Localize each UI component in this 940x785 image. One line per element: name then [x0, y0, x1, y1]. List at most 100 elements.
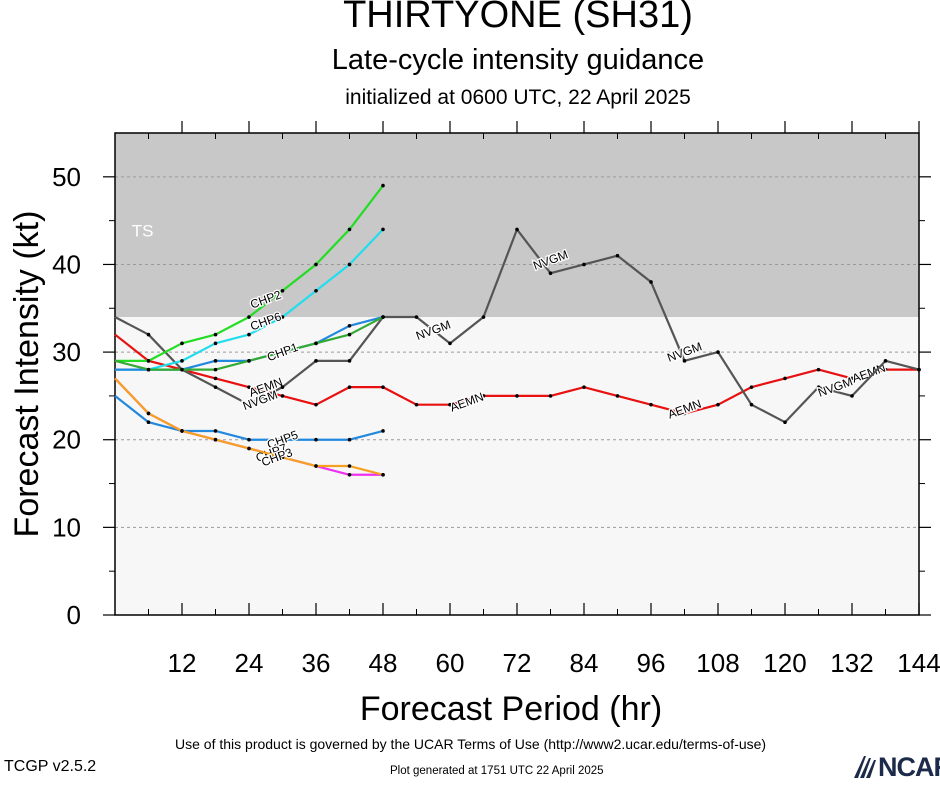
- data-point: [347, 385, 352, 389]
- x-tick-label: 48: [369, 648, 398, 678]
- intensity-band: [115, 133, 919, 318]
- data-point: [280, 288, 285, 293]
- data-point: [548, 271, 553, 276]
- data-point: [247, 446, 251, 451]
- x-tick-label: 72: [503, 648, 532, 678]
- data-point: [682, 411, 687, 416]
- data-point: [146, 332, 151, 337]
- x-tick-label: 36: [302, 648, 331, 678]
- data-point: [314, 464, 318, 468]
- data-point: [448, 402, 452, 407]
- data-point: [314, 402, 318, 407]
- data-point: [213, 437, 218, 442]
- x-tick-label: 120: [763, 648, 806, 678]
- data-point: [783, 376, 787, 381]
- data-point: [247, 315, 251, 319]
- data-point: [213, 341, 218, 346]
- x-tick-label: 96: [637, 648, 666, 678]
- data-point: [347, 472, 352, 477]
- data-point: [314, 359, 318, 363]
- data-point: [582, 385, 586, 389]
- ncar-logo-text: NCAR: [878, 752, 940, 782]
- data-point: [314, 341, 318, 346]
- y-tick-label: 20: [52, 425, 81, 455]
- data-point: [649, 402, 653, 407]
- data-point: [213, 359, 218, 363]
- data-point: [649, 280, 653, 284]
- data-point: [816, 385, 821, 389]
- data-point: [716, 402, 720, 407]
- data-point: [280, 455, 285, 460]
- x-tick-label: 24: [235, 648, 264, 678]
- data-point: [146, 411, 151, 416]
- data-point: [548, 394, 553, 398]
- data-point: [381, 183, 385, 188]
- data-point: [180, 429, 184, 433]
- data-point: [180, 367, 184, 372]
- data-point: [414, 315, 419, 319]
- version-label: TCGP v2.5.2: [4, 758, 97, 775]
- data-point: [280, 315, 285, 319]
- data-point: [615, 253, 620, 258]
- x-tick-label: 84: [570, 648, 599, 678]
- ncar-logo-icon: [854, 756, 876, 778]
- data-point: [314, 262, 318, 267]
- y-tick-label: 50: [52, 162, 81, 192]
- chart-subtitle: Late-cycle intensity guidance: [331, 44, 705, 76]
- band-label: TS: [132, 221, 154, 240]
- data-point: [247, 332, 251, 337]
- data-point: [682, 359, 687, 363]
- data-point: [213, 429, 218, 433]
- data-point: [850, 394, 854, 398]
- data-point: [381, 472, 385, 477]
- data-point: [247, 437, 251, 442]
- data-point: [381, 429, 385, 433]
- x-tick-label: 108: [696, 648, 739, 678]
- x-tick-label: 132: [830, 648, 873, 678]
- data-point: [146, 420, 151, 425]
- data-point: [280, 437, 285, 442]
- data-point: [213, 385, 218, 389]
- data-point: [180, 359, 184, 363]
- data-point: [381, 385, 385, 389]
- data-point: [213, 332, 218, 337]
- x-axis-label: Forecast Period (hr): [360, 690, 662, 728]
- y-tick-label: 30: [52, 337, 81, 367]
- data-point: [381, 315, 385, 319]
- data-point: [347, 437, 352, 442]
- data-point: [481, 394, 486, 398]
- y-axis-label: Forecast Intensity (kt): [8, 211, 46, 538]
- data-point: [280, 350, 285, 354]
- data-point: [213, 376, 218, 381]
- data-point: [314, 288, 318, 293]
- data-point: [280, 385, 285, 389]
- data-point: [347, 227, 352, 232]
- data-point: [749, 385, 754, 389]
- data-point: [146, 359, 151, 363]
- terms-of-use: Use of this product is governed by the U…: [175, 736, 767, 752]
- chart-title: THIRTYONE (SH31): [343, 0, 693, 36]
- data-point: [615, 394, 620, 398]
- data-point: [783, 420, 787, 425]
- x-tick-label: 12: [168, 648, 197, 678]
- data-point: [414, 402, 419, 407]
- generated-timestamp: Plot generated at 1751 UTC 22 April 2025: [390, 765, 604, 777]
- y-tick-label: 0: [67, 600, 81, 630]
- data-point: [515, 227, 519, 232]
- data-point: [247, 359, 251, 363]
- data-point: [247, 402, 251, 407]
- data-point: [749, 402, 754, 407]
- intensity-band: [115, 317, 919, 615]
- data-point: [347, 324, 352, 328]
- data-point: [850, 376, 854, 381]
- data-point: [381, 227, 385, 232]
- data-point: [180, 341, 184, 346]
- data-point: [448, 341, 452, 346]
- data-point: [213, 367, 218, 372]
- data-point: [314, 437, 318, 442]
- data-point: [347, 464, 352, 468]
- x-tick-label: 60: [436, 648, 465, 678]
- y-tick-label: 40: [52, 249, 81, 279]
- data-point: [917, 367, 921, 372]
